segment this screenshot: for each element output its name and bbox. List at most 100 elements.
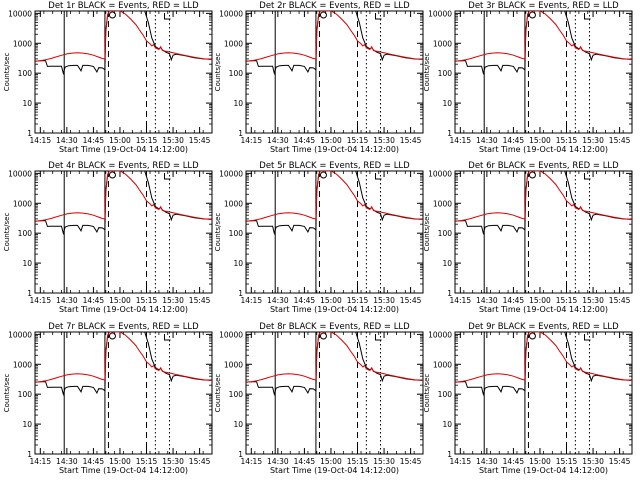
y-tick-label: 1: [238, 129, 243, 138]
y-tick-label: 1000: [433, 199, 452, 208]
series-line-lld: [455, 332, 632, 383]
x-tick-label: 15:30: [582, 296, 604, 305]
panel-title: Det 8r BLACK = Events, RED = LLD: [259, 322, 410, 332]
x-tick-label: 15:15: [347, 457, 369, 466]
x-tick-label: 15:15: [136, 457, 158, 466]
marker-step: [584, 334, 591, 341]
y-tick-label: 1: [27, 129, 32, 138]
marker-circle: [528, 11, 536, 19]
series-line-events: [35, 11, 212, 76]
x-tick-label: 15:00: [109, 296, 131, 305]
panel-title: Det 9r BLACK = Events, RED = LLD: [468, 322, 619, 332]
panel-title: Det 4r BLACK = Events, RED = LLD: [48, 161, 199, 171]
y-tick-label: 1000: [13, 39, 32, 48]
x-tick-label: 14:45: [294, 296, 316, 305]
y-tick-label: 1: [447, 289, 452, 298]
series-line-events: [455, 171, 632, 236]
series-line-events: [35, 332, 212, 397]
y-tick-label: 10000: [428, 330, 452, 339]
y-tick-label: 1000: [224, 360, 243, 369]
y-tick-label: 10000: [8, 330, 32, 339]
x-tick-label: 15:15: [556, 296, 578, 305]
y-tick-label: 1: [27, 450, 32, 459]
series-line-lld: [35, 11, 212, 62]
x-tick-label: 14:30: [56, 457, 78, 466]
y-tick-label: 1: [27, 289, 32, 298]
y-tick-label: 10: [22, 259, 32, 268]
y-tick-label: 1000: [224, 199, 243, 208]
series-line-lld: [35, 332, 212, 383]
plot-frame: [454, 331, 633, 455]
detector-panel: Det 6r BLACK = Events, RED = LLD 1 10 100 10…: [423, 161, 633, 314]
x-tick-label: 15:45: [400, 457, 422, 466]
x-tick-label: 14:15: [449, 457, 471, 466]
marker-step: [584, 13, 591, 20]
marker-step: [584, 173, 591, 180]
x-tick-label: 14:45: [83, 136, 105, 145]
x-tick-label: 14:45: [83, 457, 105, 466]
series-line-events: [35, 171, 212, 236]
y-tick-label: 10000: [8, 169, 32, 178]
y-axis-label: Counts/sec: [3, 374, 11, 413]
series-line-lld: [455, 171, 632, 222]
x-tick-label: 14:15: [29, 296, 51, 305]
x-axis-label: Start Time (19-Oct-04 14:12:00): [59, 305, 188, 314]
plot-frame: [34, 331, 213, 455]
x-tick-label: 14:30: [267, 296, 289, 305]
x-tick-label: 14:15: [29, 136, 51, 145]
series-line-events: [455, 332, 632, 397]
y-tick-label: 1000: [13, 199, 32, 208]
y-tick-label: 100: [18, 69, 33, 78]
panel-title: Det 2r BLACK = Events, RED = LLD: [259, 1, 410, 11]
y-axis-label: Counts/sec: [214, 374, 222, 413]
x-tick-label: 14:30: [476, 296, 498, 305]
y-tick-label: 1000: [224, 39, 243, 48]
detector-panel: Det 3r BLACK = Events, RED = LLD 1 10 100 10…: [423, 1, 633, 154]
y-tick-label: 100: [18, 229, 33, 238]
x-tick-label: 14:45: [503, 457, 525, 466]
y-axis-label: Counts/sec: [423, 53, 431, 92]
x-tick-label: 15:00: [109, 457, 131, 466]
y-tick-label: 100: [229, 229, 244, 238]
plot-frame: [245, 10, 424, 134]
detector-panel: Det 8r BLACK = Events, RED = LLD 1 10 100 10…: [214, 322, 424, 475]
y-tick-label: 10: [442, 420, 452, 429]
plot-frame: [454, 10, 633, 134]
x-tick-label: 15:45: [609, 296, 631, 305]
y-tick-label: 1000: [13, 360, 32, 369]
series-line-events: [246, 332, 423, 397]
x-tick-label: 15:30: [373, 136, 395, 145]
y-tick-label: 10000: [219, 169, 243, 178]
x-axis-label: Start Time (19-Oct-04 14:12:00): [270, 305, 399, 314]
y-tick-label: 100: [438, 390, 453, 399]
x-axis-label: Start Time (19-Oct-04 14:12:00): [59, 145, 188, 154]
y-axis-label: Counts/sec: [423, 213, 431, 252]
x-axis-label: Start Time (19-Oct-04 14:12:00): [479, 305, 608, 314]
series-line-lld: [246, 171, 423, 222]
series-line-lld: [246, 332, 423, 383]
marker-circle: [319, 11, 327, 19]
x-tick-label: 15:30: [162, 457, 184, 466]
x-tick-label: 14:15: [240, 457, 262, 466]
series-line-lld: [35, 171, 212, 222]
y-tick-label: 10: [233, 259, 243, 268]
series-line-events: [455, 11, 632, 76]
y-tick-label: 10000: [8, 9, 32, 18]
panel-title: Det 5r BLACK = Events, RED = LLD: [259, 161, 410, 171]
x-tick-label: 14:30: [476, 457, 498, 466]
y-tick-label: 10: [442, 99, 452, 108]
x-tick-label: 15:45: [189, 457, 211, 466]
marker-step: [375, 334, 382, 341]
y-tick-label: 10000: [428, 9, 452, 18]
x-tick-label: 15:30: [162, 136, 184, 145]
plot-frame: [34, 10, 213, 134]
y-tick-label: 1: [447, 129, 452, 138]
y-tick-label: 1000: [433, 360, 452, 369]
marker-circle: [108, 11, 116, 19]
marker-circle: [108, 332, 116, 340]
y-axis-label: Counts/sec: [423, 374, 431, 413]
panel-title: Det 1r BLACK = Events, RED = LLD: [48, 1, 199, 11]
x-tick-label: 15:00: [529, 457, 551, 466]
x-tick-label: 14:45: [83, 296, 105, 305]
